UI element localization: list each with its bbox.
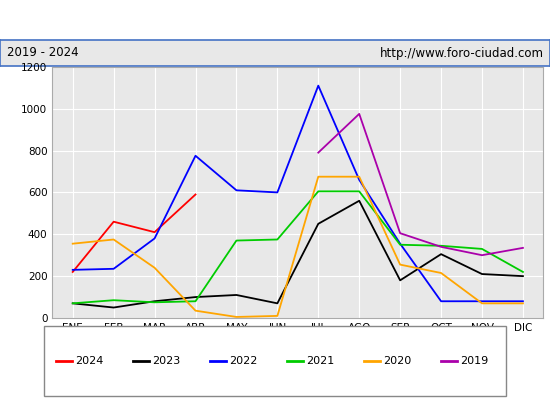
2021	[315, 189, 322, 194]
2021	[478, 246, 485, 251]
2020	[233, 314, 240, 319]
2023	[397, 278, 404, 283]
2024	[192, 192, 199, 197]
2023	[111, 305, 117, 310]
2022	[438, 299, 444, 304]
2019	[520, 246, 526, 250]
2020	[397, 262, 404, 267]
2022	[151, 236, 158, 241]
2021	[274, 237, 280, 242]
2022	[111, 266, 117, 271]
2021	[192, 299, 199, 304]
Line: 2023: 2023	[73, 201, 523, 308]
2019	[356, 112, 362, 116]
2020	[69, 241, 76, 246]
2020	[356, 174, 362, 179]
2023	[438, 252, 444, 256]
Line: 2024: 2024	[73, 194, 195, 272]
2020	[192, 308, 199, 313]
2024	[69, 270, 76, 274]
2023	[356, 198, 362, 203]
2020	[274, 314, 280, 318]
2020	[315, 174, 322, 179]
2022	[520, 299, 526, 304]
2021	[151, 300, 158, 305]
2020	[520, 301, 526, 306]
2023	[274, 301, 280, 306]
Text: 2023: 2023	[152, 356, 181, 366]
Line: 2021: 2021	[73, 191, 523, 303]
2021	[356, 189, 362, 194]
2022	[478, 299, 485, 304]
2022	[397, 241, 404, 246]
2022	[356, 178, 362, 182]
2020	[151, 265, 158, 270]
2020	[438, 270, 444, 275]
Line: 2020: 2020	[73, 177, 523, 317]
2023	[69, 301, 76, 306]
2022	[233, 188, 240, 193]
2023	[315, 222, 322, 226]
FancyBboxPatch shape	[44, 326, 506, 396]
Text: 2024: 2024	[75, 356, 104, 366]
2022	[315, 83, 322, 88]
Line: 2019: 2019	[318, 114, 523, 255]
Text: http://www.foro-ciudad.com: http://www.foro-ciudad.com	[379, 46, 543, 60]
Text: 2019: 2019	[460, 356, 489, 366]
2021	[111, 298, 117, 303]
2021	[520, 270, 526, 274]
2023	[520, 274, 526, 278]
2019	[315, 150, 322, 155]
Text: 2021: 2021	[306, 356, 335, 366]
Text: 2022: 2022	[229, 356, 258, 366]
2022	[69, 268, 76, 272]
2021	[397, 242, 404, 247]
2019	[397, 231, 404, 236]
Text: 2020: 2020	[383, 356, 412, 366]
2023	[233, 292, 240, 297]
2023	[151, 299, 158, 304]
2021	[438, 243, 444, 248]
2019	[478, 253, 485, 258]
2020	[478, 301, 485, 306]
2019	[438, 244, 444, 249]
2020	[111, 237, 117, 242]
2024	[111, 219, 117, 224]
2021	[233, 238, 240, 243]
Text: 2019 - 2024: 2019 - 2024	[7, 46, 78, 60]
2023	[192, 295, 199, 300]
2022	[192, 153, 199, 158]
2023	[478, 272, 485, 276]
2021	[69, 301, 76, 306]
2024	[151, 230, 158, 234]
2022	[274, 190, 280, 195]
Line: 2022: 2022	[73, 86, 523, 301]
Text: Evolucion Nº Turistas Nacionales en el municipio de Villar de la Encina: Evolucion Nº Turistas Nacionales en el m…	[11, 14, 539, 28]
